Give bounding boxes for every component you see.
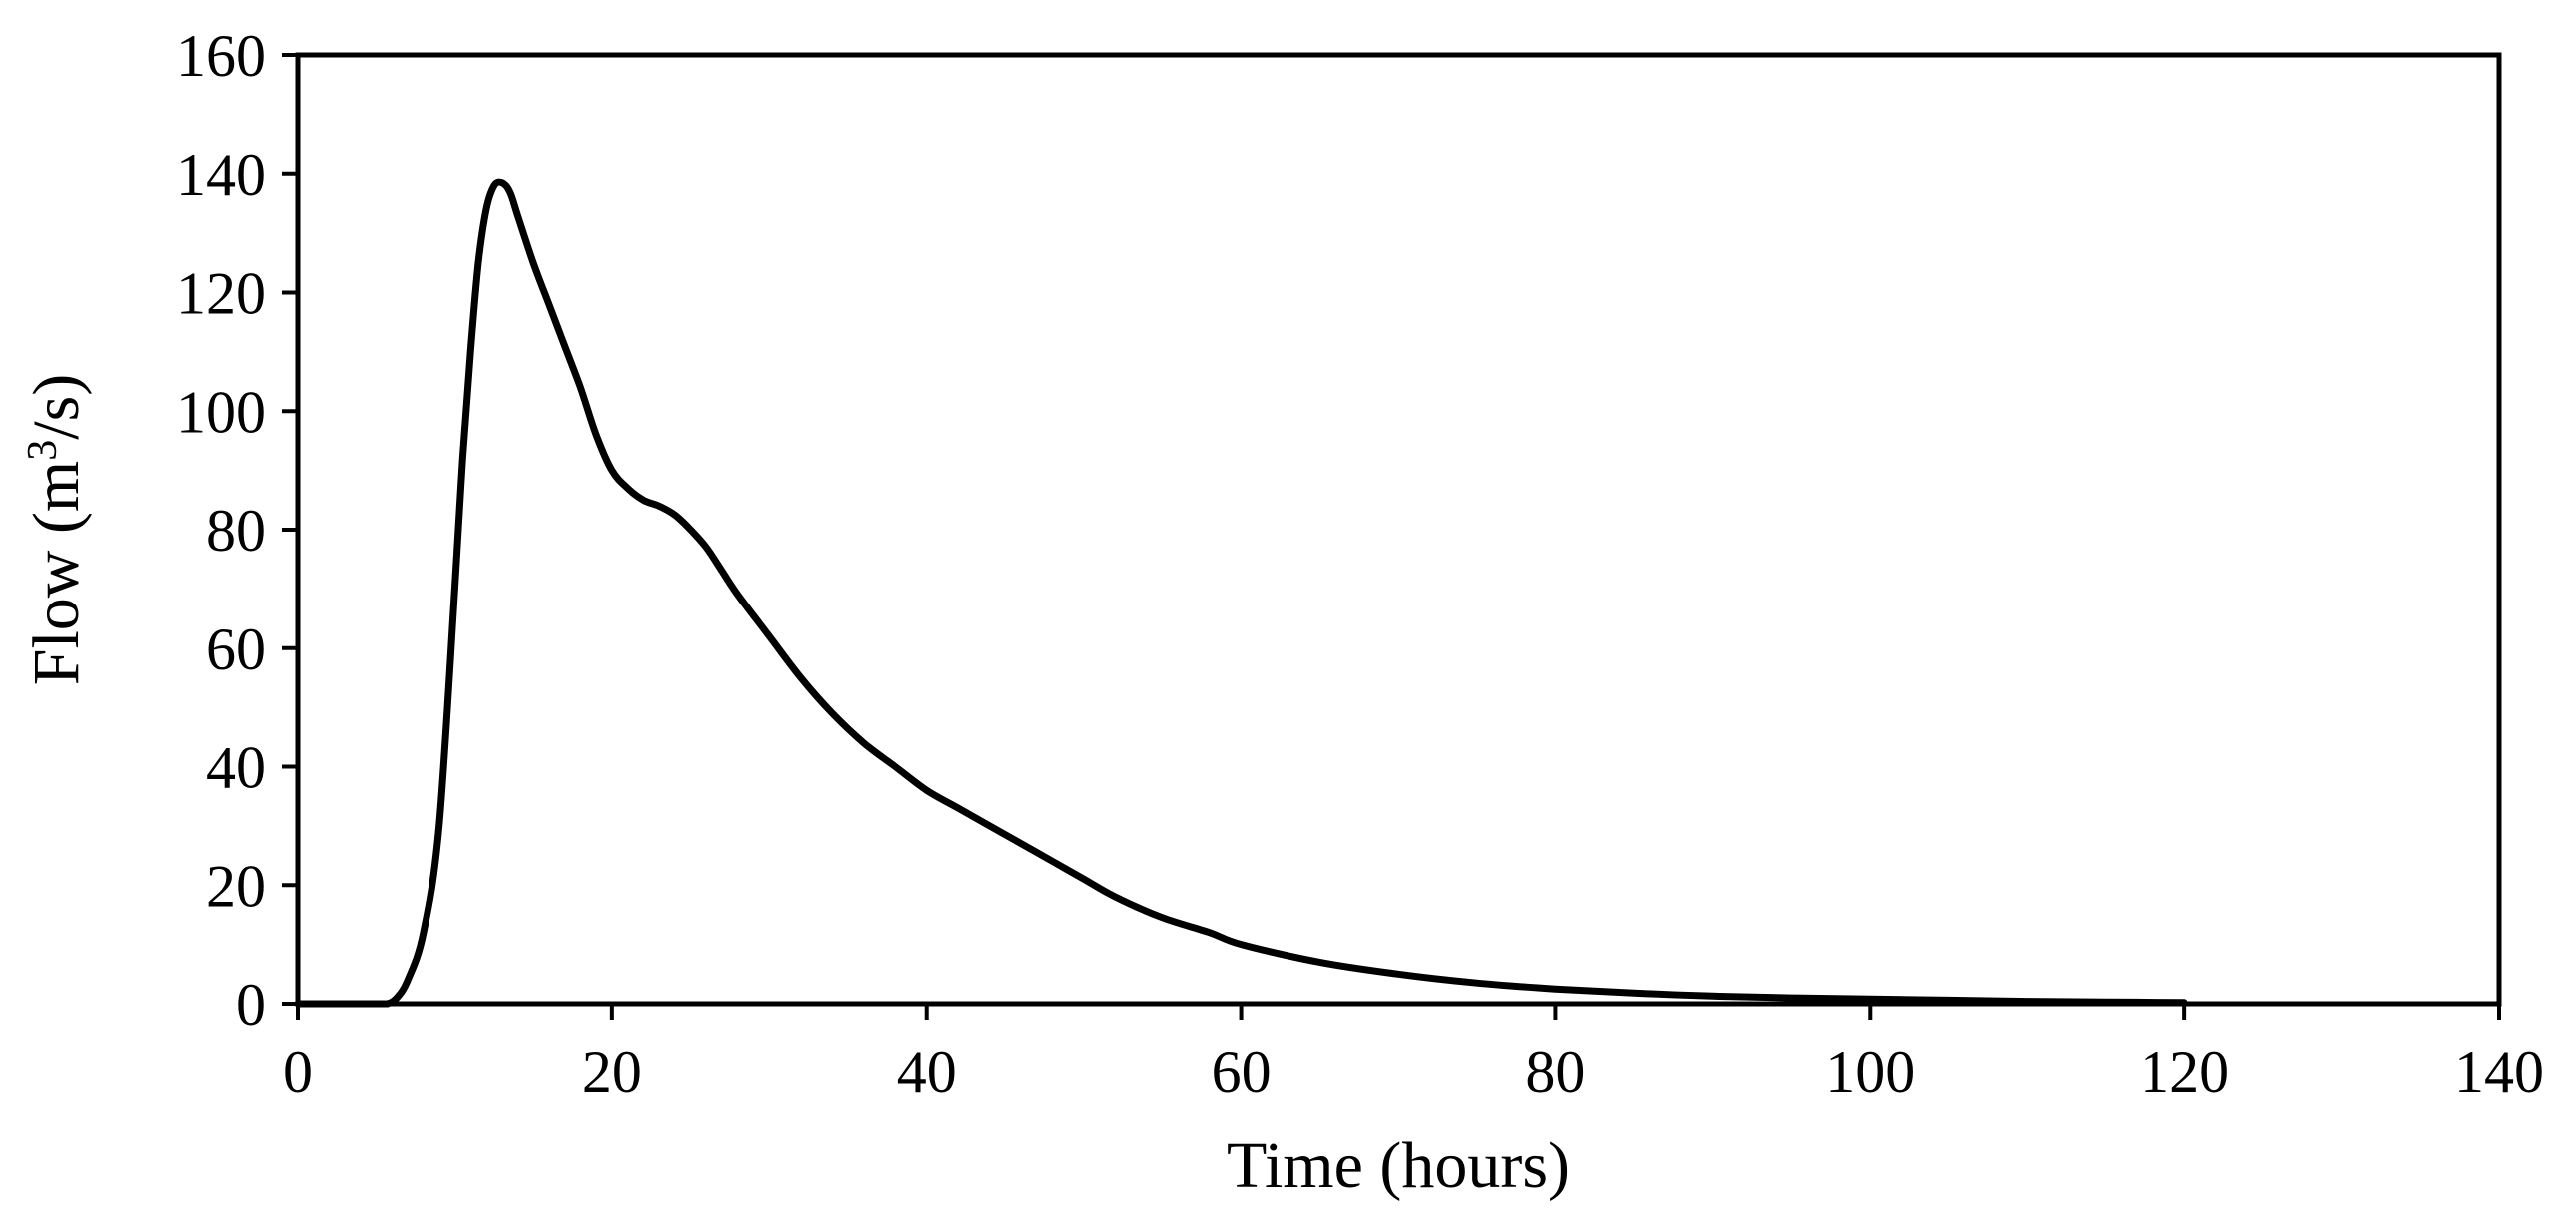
y-axis-title: Flow (m3/s) <box>20 374 93 686</box>
x-tick-label: 120 <box>2140 1039 2229 1105</box>
y-tick-label: 20 <box>206 853 266 919</box>
x-tick-label: 100 <box>1825 1039 1915 1105</box>
y-tick-label: 140 <box>176 142 266 208</box>
x-tick-label: 140 <box>2454 1039 2544 1105</box>
y-tick-label: 160 <box>176 23 266 89</box>
y-axis-title-superscript: 3 <box>20 440 66 461</box>
y-tick-label: 100 <box>176 379 266 445</box>
y-tick-label: 40 <box>206 735 266 801</box>
y-tick-label: 0 <box>236 972 266 1038</box>
x-tick-label: 20 <box>582 1039 642 1105</box>
x-tick-label: 80 <box>1525 1039 1585 1105</box>
x-axis-ticks: 0 20 40 60 80 100 120 140 <box>283 1004 2544 1105</box>
plot-area-frame <box>295 52 2502 1007</box>
flow-series-line <box>294 178 2188 1008</box>
y-axis-title-prefix: Flow (m <box>20 461 93 686</box>
x-axis-title: Time (hours) <box>1227 1129 1570 1202</box>
y-axis-ticks: 0 20 40 60 80 100 120 140 160 <box>176 23 298 1038</box>
y-axis-title-suffix: /s) <box>20 374 93 440</box>
x-tick-label: 60 <box>1212 1039 1272 1105</box>
y-tick-label: 80 <box>206 498 266 564</box>
y-tick-label: 120 <box>176 261 266 327</box>
x-tick-label: 40 <box>897 1039 957 1105</box>
y-tick-label: 60 <box>206 616 266 682</box>
x-tick-label: 0 <box>283 1039 313 1105</box>
